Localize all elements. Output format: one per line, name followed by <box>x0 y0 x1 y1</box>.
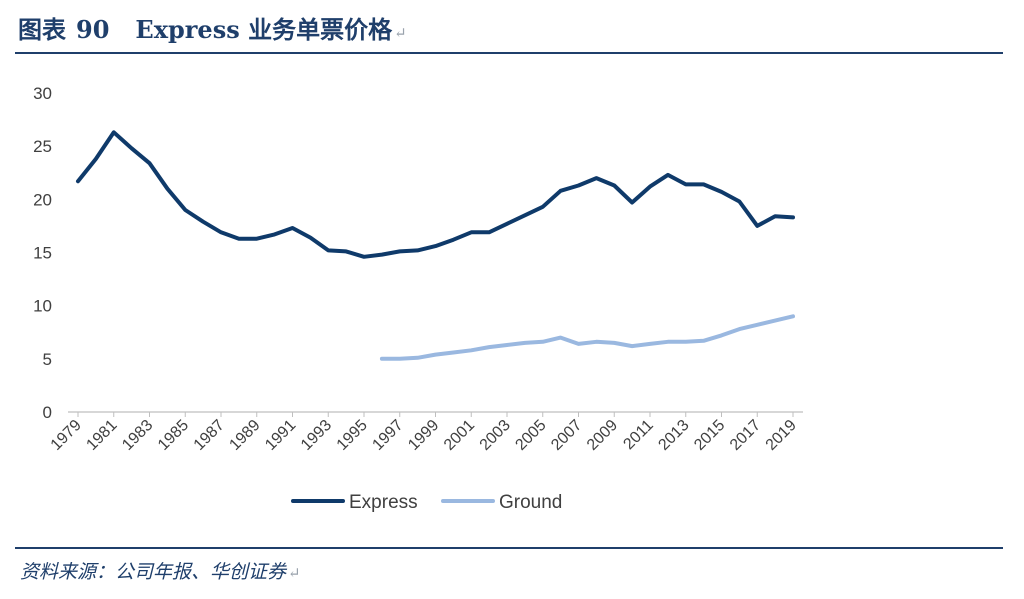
x-axis: 1979198119831985198719891991199319951997… <box>48 412 800 454</box>
x-tick-label: 2019 <box>763 417 800 454</box>
source-note: 资料来源：公司年报、华创证券 ↵ <box>20 557 301 584</box>
x-tick-label: 1985 <box>155 417 192 454</box>
y-tick-label: 20 <box>33 190 52 209</box>
x-tick-label: 1993 <box>298 417 335 454</box>
y-tick-label: 5 <box>43 350 52 369</box>
x-tick-label: 2005 <box>512 417 549 454</box>
x-tick-label: 1981 <box>83 417 120 454</box>
series-line-ground <box>379 314 795 361</box>
x-tick-label: 2001 <box>441 417 478 454</box>
x-tick-label: 1983 <box>119 417 156 454</box>
x-tick-label: 2007 <box>548 417 585 454</box>
x-tick-label: 1995 <box>334 417 371 454</box>
x-tick-label: 2003 <box>477 417 514 454</box>
title-rule <box>15 52 1003 54</box>
x-tick-label: 1991 <box>262 417 299 454</box>
x-tick-label: 2011 <box>620 417 656 453</box>
figure-title: 图表 90 Express 业务单票价格 ↵ <box>18 10 407 45</box>
x-tick-label: 1997 <box>369 417 406 454</box>
x-tick-label: 1999 <box>405 417 442 454</box>
y-tick-label: 15 <box>33 244 52 263</box>
source-text: 资料来源：公司年报、华创证券 <box>20 561 287 583</box>
y-tick-label: 25 <box>33 137 52 156</box>
source-rule <box>15 547 1003 549</box>
return-mark-icon: ↵ <box>288 564 301 582</box>
series-line-express <box>76 130 795 259</box>
x-tick-label: 1989 <box>226 417 263 454</box>
x-tick-label: 1987 <box>191 417 228 454</box>
figure-label: 图表 <box>18 15 66 44</box>
return-mark-icon: ↵ <box>394 24 407 42</box>
figure-title-text: Express 业务单票价格 <box>135 15 393 44</box>
y-axis: 0 5 10 15 20 25 30 <box>33 84 52 422</box>
x-tick-label: 2015 <box>691 417 728 454</box>
x-tick-label: 2013 <box>655 417 692 454</box>
legend: Express Ground <box>291 492 562 513</box>
x-tick-label: 2017 <box>727 417 764 454</box>
plot-area <box>76 130 795 361</box>
y-tick-label: 10 <box>33 297 52 316</box>
y-tick-label: 0 <box>43 403 52 422</box>
x-tick-label: 1979 <box>48 417 85 454</box>
legend-label-express: Express <box>349 492 418 513</box>
figure-number: 90 <box>76 15 110 44</box>
legend-label-ground: Ground <box>499 492 562 513</box>
x-tick-label: 2009 <box>584 417 621 454</box>
y-tick-label: 30 <box>33 84 52 103</box>
